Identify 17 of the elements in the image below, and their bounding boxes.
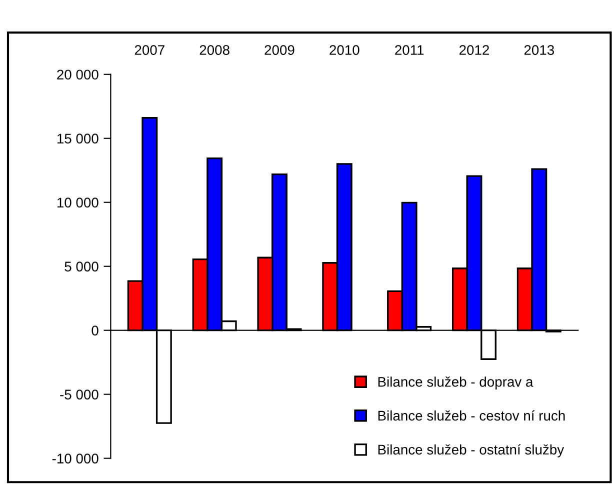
x-tick-label: 2010	[330, 45, 360, 55]
y-tick-label: 20 000	[57, 70, 98, 80]
y-tick-label: 15 000	[57, 134, 98, 144]
legend-label: Bilance služeb - ostatní služby	[378, 444, 564, 458]
x-tick-label: 2009	[264, 45, 294, 55]
y-tick-label: 0	[92, 326, 98, 336]
x-tick-label: 2013	[524, 45, 554, 55]
x-tick-label: 2007	[134, 45, 164, 55]
x-tick-label: 2008	[200, 45, 230, 55]
y-tick-label: 5 000	[64, 262, 98, 272]
x-tick-label: 2012	[459, 45, 489, 55]
y-tick-label: -5 000	[60, 390, 98, 400]
legend-label: Bilance služeb - doprav a	[378, 376, 534, 390]
y-tick-label: 10 000	[57, 198, 98, 208]
x-tick-label: 2011	[395, 45, 424, 55]
legend-label: Bilance služeb - cestov ní ruch	[378, 410, 565, 421]
y-tick-label: -10 000	[52, 454, 98, 464]
